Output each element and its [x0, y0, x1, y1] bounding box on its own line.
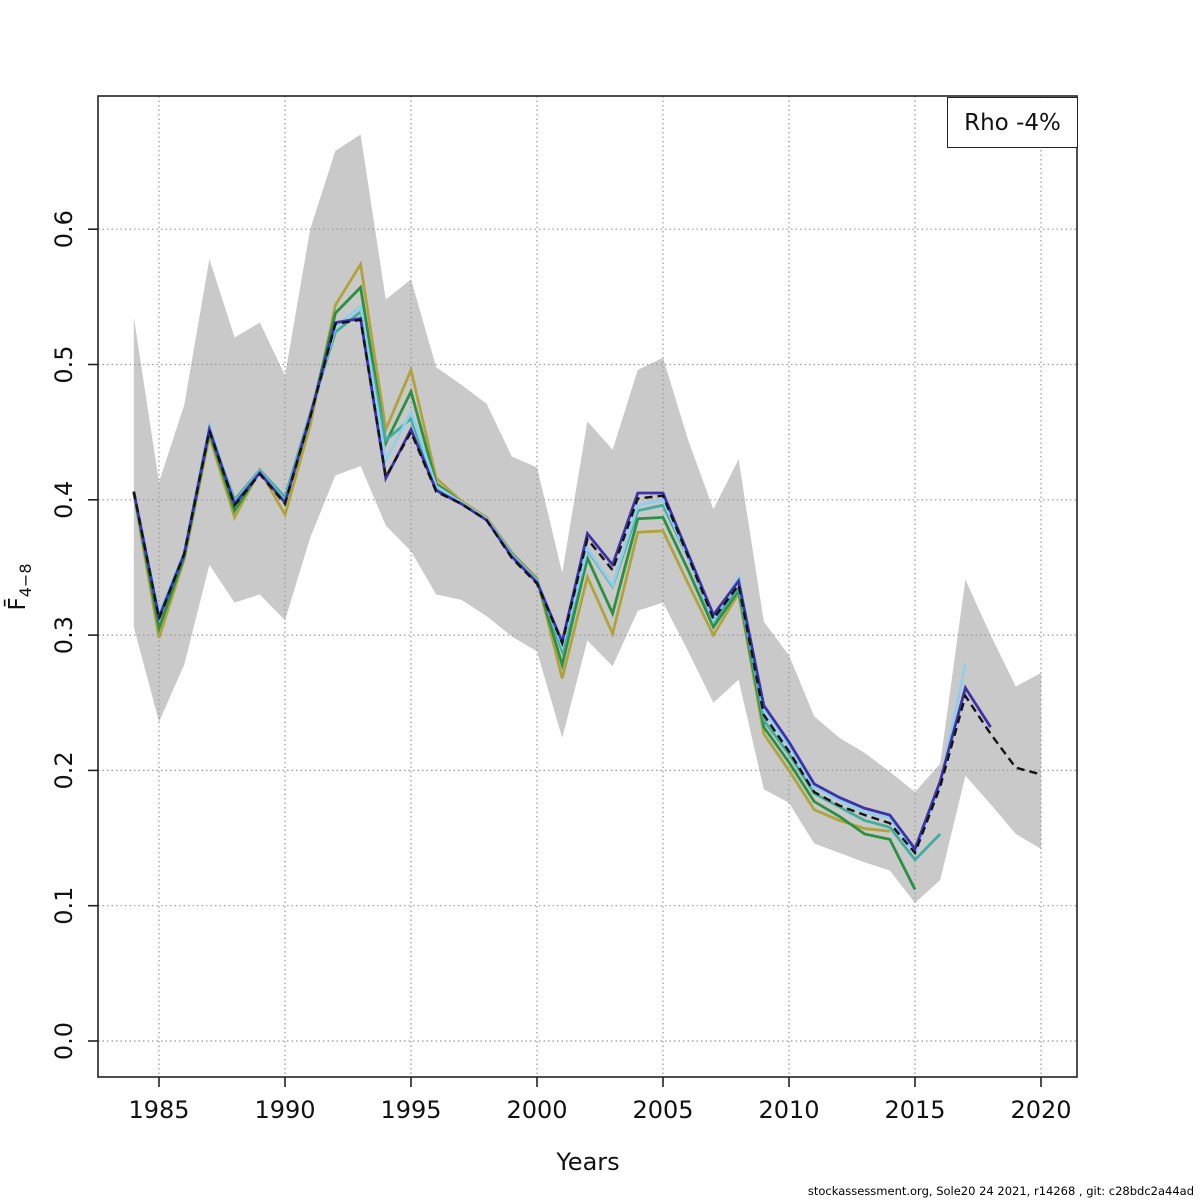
y-axis-title-sub: 4−8 — [15, 563, 35, 598]
legend-box: Rho -4% — [947, 97, 1078, 148]
legend-label: Rho -4% — [964, 109, 1061, 136]
y-tick-label: 0.0 — [50, 1022, 78, 1060]
y-tick-label: 0.2 — [50, 751, 78, 789]
x-tick-label: 2010 — [758, 1096, 819, 1124]
confidence-band — [133, 134, 1042, 903]
y-tick-label: 0.4 — [50, 481, 78, 519]
footer-credit: stockassessment.org, Sole20 24 2021, r14… — [807, 1184, 1194, 1198]
x-tick-label: 2005 — [632, 1096, 693, 1124]
x-tick-label: 2000 — [506, 1096, 567, 1124]
plot-border — [97, 95, 1078, 1078]
x-tick-label: 2015 — [884, 1096, 945, 1124]
y-tick-label: 0.6 — [50, 210, 78, 248]
x-axis-title: Years — [556, 1148, 620, 1176]
y-tick-label: 0.3 — [50, 616, 78, 654]
x-tick-label: 1995 — [380, 1096, 441, 1124]
x-tick-label: 1990 — [254, 1096, 315, 1124]
series-line-dashed-black-base — [132, 318, 1042, 856]
x-tick-label: 2020 — [1010, 1096, 1071, 1124]
y-axis-title: F̄4−8 — [5, 564, 35, 611]
y-axis-title-main: F̄ — [5, 597, 32, 611]
x-tick-label: 1985 — [128, 1096, 189, 1124]
y-tick-label: 0.1 — [50, 887, 78, 925]
y-tick-label: 0.5 — [50, 345, 78, 383]
